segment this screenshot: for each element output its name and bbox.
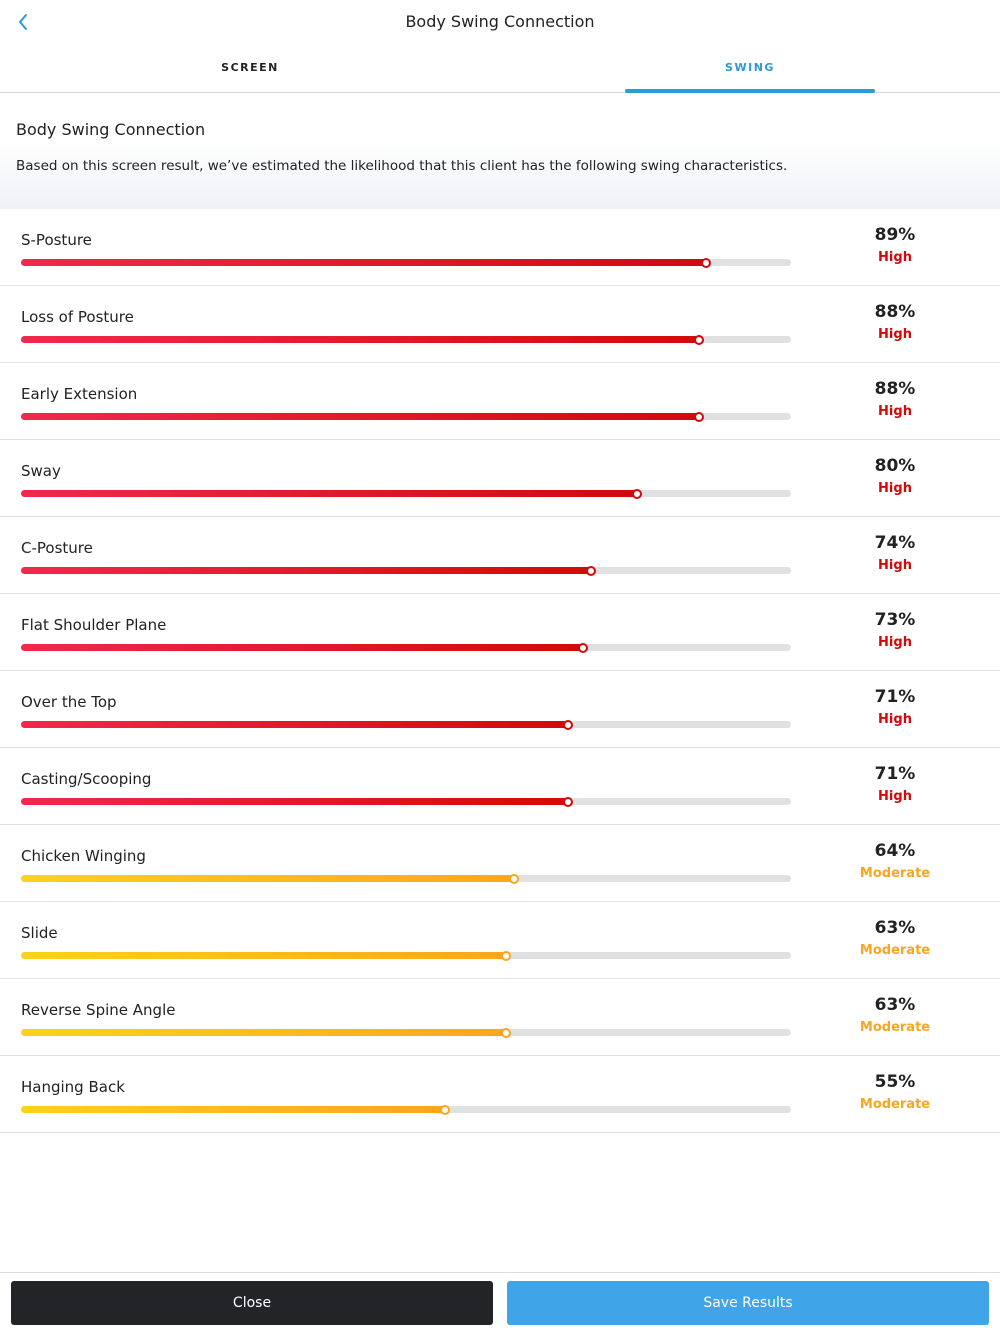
characteristic-row: Hanging Back 55% Moderate bbox=[0, 1056, 1000, 1133]
characteristic-row: S-Posture 89% High bbox=[0, 209, 1000, 286]
tab-swing[interactable]: SWING bbox=[725, 61, 775, 74]
likelihood-bar-fill bbox=[21, 567, 591, 574]
likelihood-bar bbox=[21, 411, 791, 422]
likelihood-marker bbox=[578, 642, 589, 653]
likelihood-level: High bbox=[878, 635, 912, 650]
characteristic-label: Sway bbox=[21, 462, 61, 480]
footer-bar: Close Save Results bbox=[0, 1272, 1000, 1334]
characteristic-label: Slide bbox=[21, 924, 58, 942]
likelihood-marker bbox=[562, 796, 573, 807]
chevron-left-icon[interactable] bbox=[12, 10, 36, 34]
tab-bar: SCREEN SWING bbox=[0, 44, 1000, 93]
characteristic-row: Chicken Winging 64% Moderate bbox=[0, 825, 1000, 902]
likelihood-level: Moderate bbox=[859, 943, 931, 958]
likelihood-percent: 89% bbox=[874, 225, 916, 245]
active-tab-indicator bbox=[625, 89, 875, 93]
characteristic-row: C-Posture 74% High bbox=[0, 517, 1000, 594]
likelihood-level: High bbox=[878, 789, 912, 804]
likelihood-bar bbox=[21, 334, 791, 345]
likelihood-marker bbox=[632, 488, 642, 499]
characteristic-label: Reverse Spine Angle bbox=[21, 1001, 176, 1019]
likelihood-marker bbox=[439, 1104, 450, 1115]
likelihood-bar bbox=[21, 1027, 791, 1038]
section-description: Based on this screen result, we’ve estim… bbox=[16, 158, 788, 174]
characteristic-label: Flat Shoulder Plane bbox=[21, 616, 167, 634]
likelihood-level: Moderate bbox=[859, 1097, 931, 1112]
navigation-bar: Body Swing Connection bbox=[0, 0, 1000, 44]
likelihood-level: High bbox=[878, 712, 912, 727]
likelihood-bar bbox=[21, 719, 791, 730]
characteristic-label: Over the Top bbox=[21, 693, 117, 711]
likelihood-bar-fill bbox=[21, 1029, 507, 1036]
likelihood-percent: 88% bbox=[874, 379, 916, 399]
characteristic-row: Early Extension 88% High bbox=[0, 363, 1000, 440]
likelihood-percent: 73% bbox=[874, 610, 916, 630]
likelihood-bar bbox=[21, 565, 791, 576]
likelihood-bar-fill bbox=[21, 490, 637, 497]
likelihood-percent: 71% bbox=[874, 687, 916, 707]
likelihood-level: Moderate bbox=[859, 866, 931, 881]
characteristic-label: C-Posture bbox=[21, 539, 93, 557]
likelihood-bar-fill bbox=[21, 952, 507, 959]
likelihood-bar bbox=[21, 1104, 791, 1115]
characteristic-row: Casting/Scooping 71% High bbox=[0, 748, 1000, 825]
likelihood-bar-fill bbox=[21, 259, 707, 266]
likelihood-percent: 88% bbox=[874, 302, 916, 322]
characteristic-row: Over the Top 71% High bbox=[0, 671, 1000, 748]
characteristic-label: Loss of Posture bbox=[21, 308, 134, 326]
likelihood-level: High bbox=[878, 327, 912, 342]
likelihood-level: High bbox=[878, 250, 912, 265]
characteristic-label: Casting/Scooping bbox=[21, 770, 152, 788]
likelihood-bar bbox=[21, 642, 791, 653]
likelihood-bar bbox=[21, 796, 791, 807]
section-title: Body Swing Connection bbox=[16, 120, 206, 139]
likelihood-bar-fill bbox=[21, 1106, 445, 1113]
likelihood-percent: 63% bbox=[874, 995, 916, 1015]
characteristic-row: Slide 63% Moderate bbox=[0, 902, 1000, 979]
likelihood-marker bbox=[693, 334, 704, 345]
likelihood-marker bbox=[508, 873, 519, 884]
characteristic-label: Chicken Winging bbox=[21, 847, 146, 865]
likelihood-marker bbox=[701, 257, 712, 268]
likelihood-level: Moderate bbox=[859, 1020, 931, 1035]
likelihood-percent: 80% bbox=[874, 456, 916, 476]
likelihood-bar bbox=[21, 488, 791, 499]
likelihood-level: High bbox=[878, 404, 912, 419]
characteristic-label: Early Extension bbox=[21, 385, 138, 403]
likelihood-level: High bbox=[878, 481, 912, 496]
close-button[interactable]: Close bbox=[11, 1281, 493, 1325]
likelihood-bar-fill bbox=[21, 413, 699, 420]
likelihood-bar-fill bbox=[21, 721, 568, 728]
likelihood-bar-fill bbox=[21, 798, 568, 805]
likelihood-bar-fill bbox=[21, 336, 699, 343]
characteristics-list: S-Posture 89% High Loss of Posture 88% High Ea… bbox=[0, 209, 1000, 1133]
likelihood-percent: 64% bbox=[874, 841, 916, 861]
likelihood-marker bbox=[562, 719, 573, 730]
page-title: Body Swing Connection bbox=[405, 12, 595, 31]
characteristic-row: Loss of Posture 88% High bbox=[0, 286, 1000, 363]
characteristic-label: S-Posture bbox=[21, 231, 92, 249]
likelihood-bar bbox=[21, 873, 791, 884]
section-header: Body Swing Connection Based on this scre… bbox=[0, 94, 1000, 209]
likelihood-marker bbox=[501, 950, 512, 961]
characteristic-row: Flat Shoulder Plane 73% High bbox=[0, 594, 1000, 671]
likelihood-level: High bbox=[878, 558, 912, 573]
characteristic-label: Hanging Back bbox=[21, 1078, 125, 1096]
characteristic-row: Sway 80% High bbox=[0, 440, 1000, 517]
tab-screen[interactable]: SCREEN bbox=[221, 61, 279, 74]
likelihood-marker bbox=[693, 411, 704, 422]
likelihood-percent: 71% bbox=[874, 764, 916, 784]
likelihood-percent: 63% bbox=[874, 918, 916, 938]
likelihood-percent: 55% bbox=[874, 1072, 916, 1092]
likelihood-marker bbox=[585, 565, 596, 576]
likelihood-bar bbox=[21, 257, 791, 268]
save-results-button[interactable]: Save Results bbox=[507, 1281, 989, 1325]
likelihood-bar-fill bbox=[21, 644, 584, 651]
likelihood-percent: 74% bbox=[874, 533, 916, 553]
likelihood-bar bbox=[21, 950, 791, 961]
likelihood-bar-fill bbox=[21, 875, 514, 882]
characteristic-row: Reverse Spine Angle 63% Moderate bbox=[0, 979, 1000, 1056]
likelihood-marker bbox=[501, 1027, 512, 1038]
